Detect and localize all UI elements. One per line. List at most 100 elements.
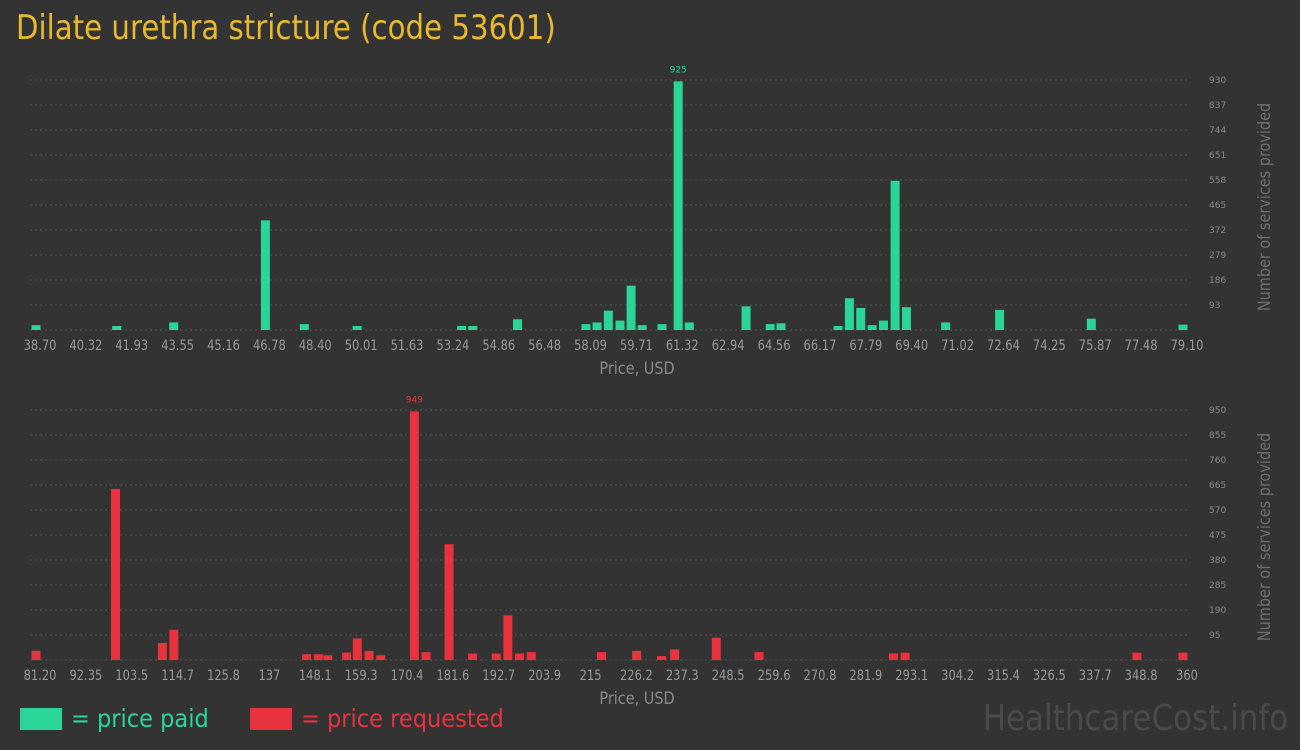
x-tick-label: 61.32 (666, 338, 699, 354)
x-tick-label: 270.8 (804, 668, 837, 684)
y-tick-label: 651 (1209, 151, 1226, 161)
bar (657, 324, 667, 330)
y-tick-label: 465 (1209, 201, 1226, 211)
peak-value-label: 949 (406, 395, 423, 405)
price-paid-chart: 93 186 279 372 465 558 651 744 837 930 38.70 40.32 4… (24, 65, 1275, 378)
bar (468, 325, 478, 330)
y-tick-label: 558 (1209, 176, 1226, 186)
bar (1178, 652, 1188, 660)
bar (581, 324, 591, 330)
bar (503, 615, 513, 660)
bar (626, 285, 636, 330)
bar (323, 655, 333, 660)
legend-price-paid: = price paid (20, 704, 224, 733)
y-tick-label: 285 (1209, 581, 1226, 591)
x-tick-label: 54.86 (482, 338, 515, 354)
y-tick-label: 95 (1209, 631, 1220, 641)
bar (765, 324, 775, 330)
x-tick-label: 62.94 (712, 338, 745, 354)
legend-requested-swatch (250, 707, 292, 730)
bar (299, 324, 309, 330)
x-tick-label: 48.40 (299, 338, 332, 354)
bar (468, 653, 478, 660)
bar (169, 322, 179, 330)
bar (515, 653, 525, 660)
bar (597, 652, 607, 660)
x-tick-label: 77.48 (1125, 338, 1158, 354)
x-tick-label: 304.2 (941, 668, 974, 684)
x-tick-label: 45.16 (207, 338, 240, 354)
y-tick-label: 930 (1209, 76, 1226, 86)
bar (684, 322, 694, 330)
x-tick-label: 237.3 (666, 668, 699, 684)
bar (856, 307, 866, 330)
x-tick-label: 46.78 (253, 338, 286, 354)
x-tick-label: 103.5 (115, 668, 148, 684)
y-tick-label: 93 (1209, 301, 1220, 311)
x-tick-label: 66.17 (804, 338, 837, 354)
bar (1132, 652, 1142, 660)
bar (603, 310, 613, 330)
x-tick-label: 259.6 (758, 668, 791, 684)
bar (941, 322, 951, 330)
legend-price-requested: = price requested (250, 704, 526, 733)
bar (352, 638, 362, 660)
bar (376, 655, 386, 660)
x-tick-label: 215 (580, 668, 602, 684)
y-tick-label: 950 (1209, 406, 1226, 416)
watermark: HealthcareCost.info (982, 698, 1288, 739)
y-tick-label: 570 (1209, 506, 1226, 516)
x-tick-label: 281.9 (849, 668, 882, 684)
x-tick-label: 181.6 (436, 668, 469, 684)
bar (1178, 324, 1188, 330)
bar (844, 298, 854, 330)
x-tick-label: 71.02 (941, 338, 974, 354)
x-tick-label: 337.7 (1079, 668, 1112, 684)
y-tick-label: 475 (1209, 531, 1226, 541)
bar (741, 306, 751, 330)
bar (409, 411, 419, 660)
y-axis-label: Number of services provided (1254, 103, 1274, 311)
bar (364, 650, 374, 660)
x-tick-label: 53.24 (436, 338, 469, 354)
x-tick-label: 74.25 (1033, 338, 1066, 354)
x-tick-label: 41.93 (115, 338, 148, 354)
bar (615, 320, 625, 330)
y-tick-label: 855 (1209, 431, 1226, 441)
bar (670, 649, 680, 660)
x-tick-label: 56.48 (528, 338, 561, 354)
x-tick-label: 92.35 (69, 668, 102, 684)
bar (260, 220, 270, 330)
x-tick-label: 114.7 (161, 668, 194, 684)
y-tick-label: 190 (1209, 606, 1226, 616)
x-tick-label: 159.3 (345, 668, 378, 684)
bar (444, 544, 454, 660)
y-tick-label: 744 (1209, 126, 1226, 136)
bar (457, 325, 467, 330)
bar (313, 654, 323, 660)
x-tick-label: 203.9 (528, 668, 561, 684)
x-tick-label: 360 (1176, 668, 1198, 684)
x-tick-label: 326.5 (1033, 668, 1066, 684)
y-tick-label: 372 (1209, 226, 1226, 236)
price-requested-chart: 95 190 285 380 475 570 665 760 855 950 81.20 92.35 1… (24, 395, 1275, 708)
x-tick-label: 50.01 (345, 338, 378, 354)
y-tick-label: 760 (1209, 456, 1226, 466)
page-title: Dilate urethra stricture (code 53601) (16, 8, 556, 48)
bar (110, 488, 120, 660)
y-tick-label: 837 (1209, 101, 1226, 111)
x-tick-label: 59.71 (620, 338, 653, 354)
x-tick-label: 125.8 (207, 668, 240, 684)
x-tick-label: 137 (258, 668, 280, 684)
bar (526, 652, 536, 660)
x-tick-label: 51.63 (391, 338, 424, 354)
y-tick-label: 186 (1209, 276, 1226, 286)
bar (776, 323, 786, 330)
bar (169, 629, 179, 660)
y-tick-label: 380 (1209, 556, 1226, 566)
legend-paid-label: = price paid (71, 704, 209, 733)
bar (112, 325, 122, 330)
x-tick-label: 315.4 (987, 668, 1020, 684)
bar (900, 652, 910, 660)
x-tick-label: 38.70 (24, 338, 57, 354)
